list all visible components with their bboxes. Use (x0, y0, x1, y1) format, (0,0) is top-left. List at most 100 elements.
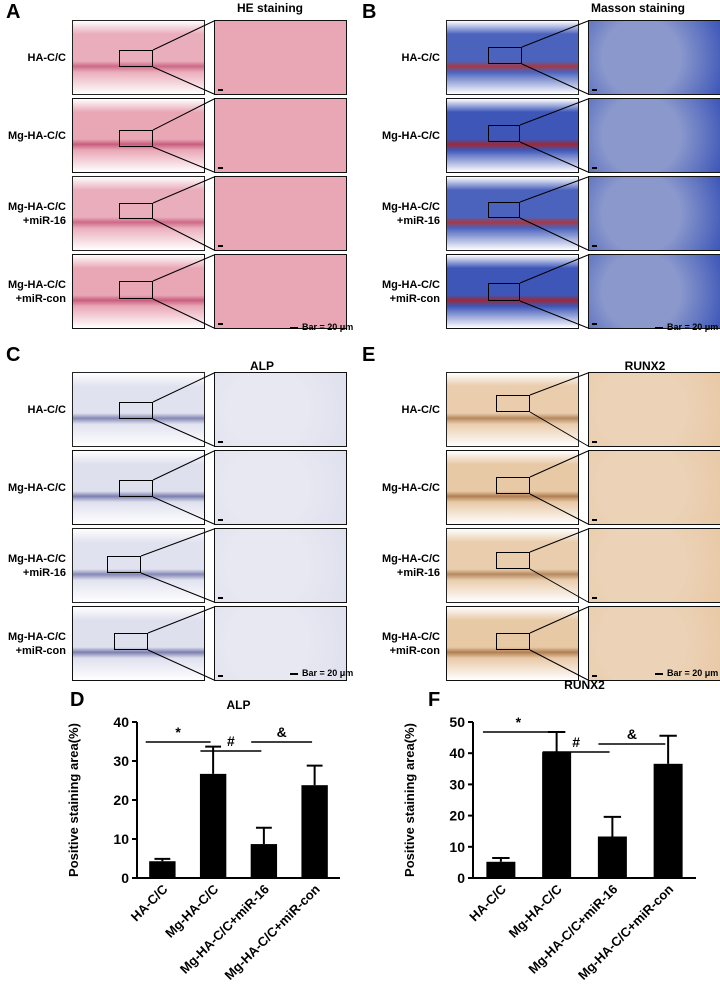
panel-a-overview-image (72, 20, 205, 95)
panel-c-zoom-image (214, 372, 347, 447)
y-tick-label: 40 (449, 745, 465, 761)
panel-a-title: HE staining (236, 1, 303, 15)
panel-b-zoom-image (588, 20, 720, 95)
x-tick-label: Mg-HA-C/C (506, 881, 566, 941)
chart-title: RUNX2 (564, 678, 605, 692)
x-tick-label: Mg-HA-C/C+miR-con (575, 881, 676, 982)
scale-bar-c: Bar = 20 μm (290, 668, 353, 678)
panel-e-zoom-lines (529, 450, 589, 525)
panel-e-zoom-image (588, 450, 720, 525)
panel-c-row-label: Mg-HA-C/C (7, 482, 66, 494)
scale-mark (592, 245, 597, 247)
scale-mark (218, 675, 223, 677)
panel-b-row-label: Mg-HA-C/C (381, 130, 440, 142)
panel-e-title: RUNX2 (624, 359, 666, 373)
panel-e-overview-image (446, 528, 579, 603)
panel-a-zoom-box (119, 130, 153, 147)
y-axis-label: Positive staining area(%) (66, 723, 81, 877)
panel-b-zoom-image (588, 254, 720, 329)
panel-b-zoom-lines (519, 98, 589, 173)
y-tick-label: 20 (449, 808, 465, 824)
panel-f-label: F (428, 689, 441, 711)
panel-c-overview-image (72, 450, 205, 525)
panel-e-zoom-box (496, 477, 530, 494)
panel-c-zoom-image (214, 606, 347, 681)
scale-mark (592, 675, 597, 677)
panel-b-zoom-lines (519, 254, 589, 329)
panel-e-zoom-lines (529, 528, 589, 603)
panel-b-zoom-image (588, 176, 720, 251)
y-tick-label: 10 (449, 839, 465, 855)
y-tick-label: 10 (113, 831, 129, 847)
y-tick-label: 20 (113, 792, 129, 808)
panel-b-row-label: HA-C/C (401, 52, 441, 64)
panel-b-zoom-image (588, 98, 720, 173)
panel-a-zoom-image (214, 20, 347, 95)
x-tick-label: HA-C/C (466, 881, 509, 924)
panel-e-zoom-box (496, 633, 530, 650)
bar-1 (199, 773, 227, 878)
x-tick-label: HA-C/C (128, 881, 171, 924)
panel-e-row-label: Mg-HA-C/C +miR-con (381, 631, 440, 657)
runx2-bar-chart: RUNX2 0 10 20 30 40 50 Positive staining area(%… (402, 678, 696, 983)
panel-c-zoom-box (107, 556, 141, 573)
panel-e-zoom-box (496, 552, 530, 569)
alp-bar-chart: ALP 0 10 20 30 40 Positive staining area(%) HA-… (66, 698, 340, 983)
panel-c-zoom-lines (152, 450, 215, 525)
scale-mark (592, 441, 597, 443)
panel-b-zoom-lines (521, 20, 589, 95)
panel-c-row-label: Mg-HA-C/C +miR-con (7, 631, 66, 657)
bar-2 (597, 836, 627, 878)
panel-c-title: ALP (250, 359, 274, 373)
scale-mark (592, 89, 597, 91)
panel-a-row-label: Mg-HA-C/C (7, 130, 66, 142)
significance-mark: & (277, 724, 287, 740)
significance-mark: # (572, 734, 580, 750)
significance-mark: * (516, 714, 522, 730)
panel-e-overview-image (446, 450, 579, 525)
panel-a-zoom-box (119, 50, 153, 67)
y-tick-label: 30 (113, 753, 129, 769)
panel-e-zoom-image (588, 606, 720, 681)
significance-mark: * (175, 724, 181, 740)
x-tick-label: Mg-HA-C/C+miR-con (221, 881, 322, 982)
scale-mark (218, 441, 223, 443)
panel-e-row-label: Mg-HA-C/C +miR-16 (381, 553, 440, 579)
panel-c-zoom-lines (152, 372, 215, 447)
panel-a-zoom-box (119, 281, 153, 299)
panel-e-row-label: HA-C/C (401, 404, 441, 416)
panel-a-zoom-lines (152, 98, 215, 173)
panel-e-zoom-image (588, 528, 720, 603)
panel-c-zoom-lines (140, 528, 215, 603)
scale-mark (592, 167, 597, 169)
scale-mark (218, 167, 223, 169)
panel-a-zoom-lines (152, 254, 215, 329)
panel-c-label: C (6, 344, 21, 366)
panel-a-zoom-lines (152, 176, 215, 251)
panel-c-row-label: HA-C/C (27, 404, 67, 416)
bar-0 (149, 861, 176, 878)
scale-mark (218, 245, 223, 247)
panel-e-zoom-box (496, 395, 530, 412)
scale-mark (218, 519, 223, 521)
scale-bar-b: Bar = 20 μm (655, 322, 718, 332)
panel-a-row-label: HA-C/C (27, 52, 67, 64)
panel-b-zoom-lines (519, 176, 589, 251)
panel-a-zoom-lines (152, 20, 215, 95)
panel-b-row-label: Mg-HA-C/C +miR-16 (381, 201, 440, 227)
panel-a-zoom-image (214, 254, 347, 329)
y-tick-label: 50 (449, 714, 465, 730)
significance-mark: & (627, 726, 637, 742)
y-tick-label: 40 (113, 714, 129, 730)
scale-mark (592, 519, 597, 521)
panel-b-overview-image (446, 20, 579, 95)
scale-bar-e: Bar = 20 μm (655, 668, 718, 678)
bar-3 (301, 785, 328, 878)
panel-b-zoom-box (488, 283, 520, 301)
panel-c-zoom-box (119, 480, 153, 497)
panel-d-label: D (70, 689, 85, 711)
scale-mark (592, 597, 597, 599)
panel-c-zoom-image (214, 528, 347, 603)
scale-mark (218, 323, 223, 325)
scale-mark (218, 597, 223, 599)
